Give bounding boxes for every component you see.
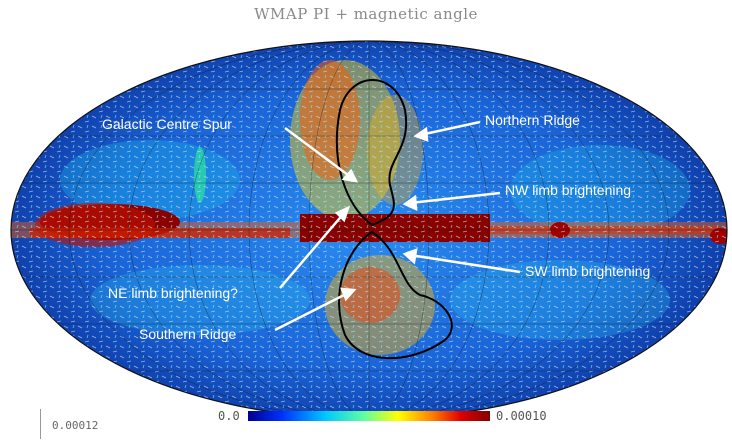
north-contour — [335, 79, 408, 227]
scale-tick — [40, 409, 41, 439]
arrow-nr-head — [413, 126, 429, 142]
colorbar-min-label: 0.0 — [218, 409, 240, 423]
annotation-arrows — [274, 120, 521, 332]
label-southern-ridge: Southern Ridge — [139, 326, 237, 342]
label-galactic-centre-spur: Galactic Centre Spur — [102, 116, 232, 132]
arrow-nelb — [279, 211, 346, 289]
arrow-nelb-head — [334, 205, 351, 223]
arrow-nr — [419, 120, 481, 137]
south-contour — [338, 230, 453, 360]
arrow-sr — [274, 290, 351, 332]
arrow-sr-head — [340, 287, 357, 302]
label-northern-ridge: Northern Ridge — [485, 112, 580, 128]
label-ne-limb-brightening: NE limb brightening? — [108, 285, 238, 301]
colorbar — [248, 411, 490, 421]
arrow-gcs-head — [341, 168, 359, 183]
map-title: WMAP PI + magnetic angle — [254, 5, 478, 23]
arrow-swlb-head — [402, 248, 418, 265]
annotation-labels: Galactic Centre Spur Northern Ridge NW l… — [102, 112, 650, 342]
graticule — [11, 41, 727, 419]
map-content — [11, 41, 727, 419]
label-sw-limb-brightening: SW limb brightening — [525, 263, 650, 279]
scale-note: 0.00012 — [52, 419, 99, 432]
arrow-nwlb — [409, 191, 501, 205]
arrow-gcs — [284, 126, 353, 180]
arrow-nwlb-head — [402, 194, 418, 212]
arrow-swlb — [409, 253, 521, 274]
colorbar-max-label: 0.00010 — [496, 409, 547, 423]
label-nw-limb-brightening: NW limb brightening — [505, 182, 631, 198]
